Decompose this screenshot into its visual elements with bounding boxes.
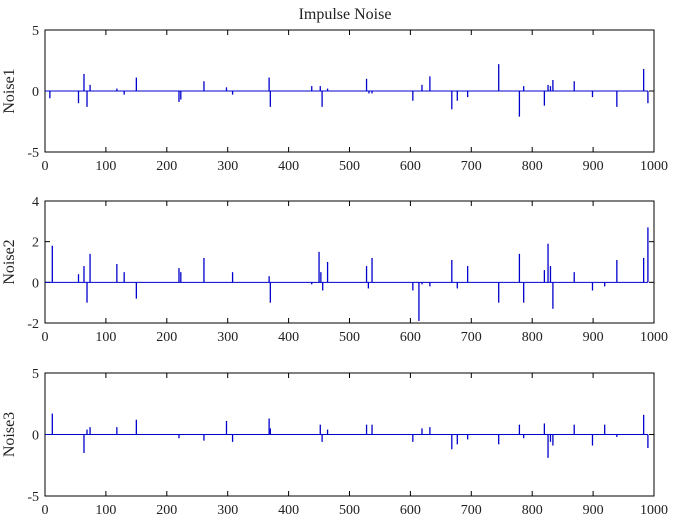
- x-tick-label: 200: [156, 503, 177, 518]
- x-tick-label: 900: [583, 159, 604, 174]
- x-tick-label: 1000: [640, 330, 668, 345]
- subplot-1: 0 100 200 300 400 500 600 700 800 900 1000-505Nois…: [1, 24, 668, 174]
- x-tick-label: 500: [339, 503, 360, 518]
- y-axis-label: Noise1: [1, 68, 18, 113]
- y-tick-label: -5: [27, 146, 39, 161]
- x-tick-label: 400: [278, 503, 299, 518]
- x-tick-label: 0: [42, 503, 49, 518]
- y-tick-label: 0: [32, 85, 39, 100]
- x-tick-label: 800: [522, 159, 543, 174]
- x-tick-label: 0: [42, 330, 49, 345]
- x-tick-label: 1000: [640, 503, 668, 518]
- y-axis-label: Noise2: [1, 239, 18, 284]
- x-tick-label: 600: [400, 330, 421, 345]
- y-tick-label: 5: [32, 367, 39, 382]
- x-tick-label: 300: [217, 159, 238, 174]
- y-tick-label: 4: [32, 195, 39, 210]
- x-tick-label: 700: [461, 330, 482, 345]
- chart-title: Impulse Noise: [299, 6, 392, 23]
- x-tick-label: 200: [156, 330, 177, 345]
- x-tick-label: 900: [583, 503, 604, 518]
- x-tick-label: 0: [42, 159, 49, 174]
- x-tick-label: 600: [400, 503, 421, 518]
- x-tick-label: 200: [156, 159, 177, 174]
- y-tick-label: -5: [27, 490, 39, 505]
- y-tick-label: 0: [32, 429, 39, 444]
- subplot-3: 0 100 200 300 400 500 600 700 800 900 1000-505Nois…: [1, 367, 668, 518]
- x-tick-label: 600: [400, 159, 421, 174]
- x-tick-label: 700: [461, 503, 482, 518]
- y-tick-label: 2: [32, 236, 39, 251]
- y-axis-label: Noise3: [1, 412, 18, 457]
- x-tick-label: 500: [339, 159, 360, 174]
- x-tick-label: 1000: [640, 159, 668, 174]
- axes-frame: [44, 200, 655, 324]
- x-tick-label: 300: [217, 330, 238, 345]
- x-tick-label: 800: [522, 330, 543, 345]
- y-tick-label: 5: [32, 24, 39, 39]
- x-tick-label: 800: [522, 503, 543, 518]
- y-tick-label: -2: [27, 317, 39, 332]
- y-tick-label: 0: [32, 276, 39, 291]
- x-tick-label: 100: [95, 159, 116, 174]
- x-tick-label: 300: [217, 503, 238, 518]
- x-tick-label: 700: [461, 159, 482, 174]
- subplots: 0 100 200 300 400 500 600 700 800 900 1000-505Nois…: [1, 24, 668, 518]
- x-tick-label: 100: [95, 330, 116, 345]
- x-tick-label: 400: [278, 159, 299, 174]
- x-tick-label: 500: [339, 330, 360, 345]
- x-tick-label: 400: [278, 330, 299, 345]
- x-tick-label: 100: [95, 503, 116, 518]
- x-tick-label: 900: [583, 330, 604, 345]
- subplot-2: 0 100 200 300 400 500 600 700 800 900 1000-2024Noi…: [1, 195, 668, 345]
